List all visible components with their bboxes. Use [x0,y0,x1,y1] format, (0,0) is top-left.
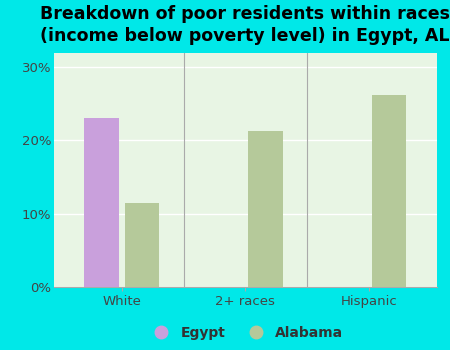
Bar [84,118,119,287]
Legend: Egypt, Alabama: Egypt, Alabama [142,321,349,346]
Title: Breakdown of poor residents within races
(income below poverty level) in Egypt, : Breakdown of poor residents within races… [40,5,450,46]
Bar [125,203,159,287]
Bar [248,131,283,287]
Bar [372,95,406,287]
